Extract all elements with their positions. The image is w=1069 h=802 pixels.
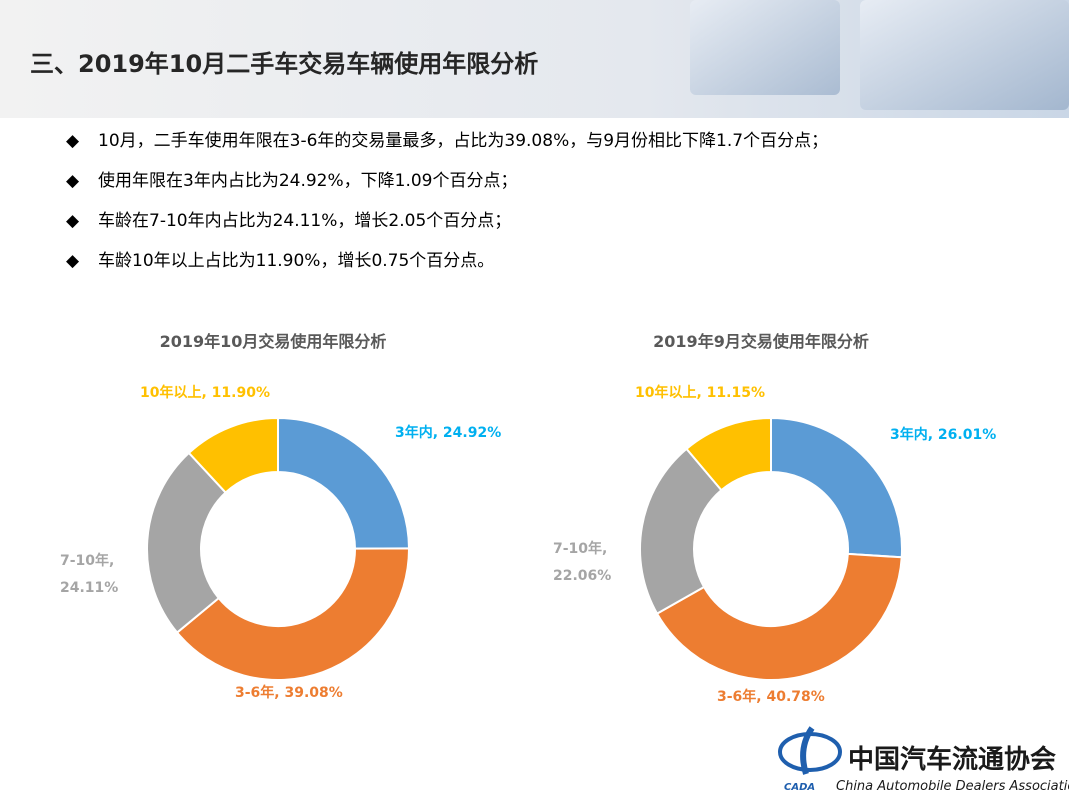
bullet-icon: ◆: [66, 251, 80, 271]
donut-slice: [639, 447, 723, 615]
data-label: 10年以上, 11.15%: [635, 385, 765, 401]
bullet-icon: ◆: [66, 131, 80, 151]
data-label: 3-6年, 40.78%: [717, 689, 825, 705]
data-label: 7-10年, 22.06%: [553, 541, 612, 584]
bullet-icon: ◆: [66, 171, 80, 191]
chart-title: 2019年9月交易使用年限分析: [653, 332, 869, 351]
data-label: 7-10年, 24.11%: [60, 553, 119, 596]
logo-abbr: CADA: [784, 782, 815, 793]
bullet-text: 使用年限在3年内占比为24.92%，下降1.09个百分点；: [98, 171, 518, 191]
logo-mark: [778, 726, 842, 775]
data-label: 3年内, 24.92%: [395, 425, 502, 441]
bullet: ◆ 10月，二手车使用年限在3-6年的交易量最多，占比为39.08%，与9月份相比…: [66, 126, 828, 151]
logo-name: 中国汽车流通协会: [848, 744, 1056, 775]
bullet-text: 车龄10年以上占比为11.90%，增长0.75个百分点。: [98, 251, 495, 271]
bullet: ◆ 使用年限在3年内占比为24.92%，下降1.09个百分点；: [66, 166, 518, 191]
donut-slice: [146, 451, 228, 634]
slide-title: 三、2019年10月二手车交易车辆使用年限分析: [30, 50, 538, 78]
bullet: ◆ 车龄在7-10年内占比为24.11%，增长2.05个百分点；: [66, 206, 511, 231]
logo-english: China Automobile Dealers Association: [836, 779, 1069, 794]
data-label: 10年以上, 11.90%: [140, 385, 270, 401]
donut-slice: [175, 547, 410, 681]
bullet-text: 10月，二手车使用年限在3-6年的交易量最多，占比为39.08%，与9月份相比下…: [98, 131, 829, 151]
bullet-text: 车龄在7-10年内占比为24.11%，增长2.05个百分点；: [98, 211, 512, 231]
data-label: 3-6年, 39.08%: [235, 685, 343, 701]
donut-slice: [277, 416, 411, 550]
header-decor: [860, 0, 1069, 110]
donut-slice: [685, 416, 772, 492]
donut-slice: [187, 416, 279, 494]
data-label: 3年内, 26.01%: [890, 427, 997, 443]
donut-slice: [770, 416, 903, 559]
donut-slice: [655, 552, 903, 681]
bullet-icon: ◆: [66, 211, 80, 231]
bullet: ◆ 车龄10年以上占比为11.90%，增长0.75个百分点。: [66, 246, 494, 271]
chart-title: 2019年10月交易使用年限分析: [160, 332, 387, 351]
header-decor: [690, 0, 840, 95]
